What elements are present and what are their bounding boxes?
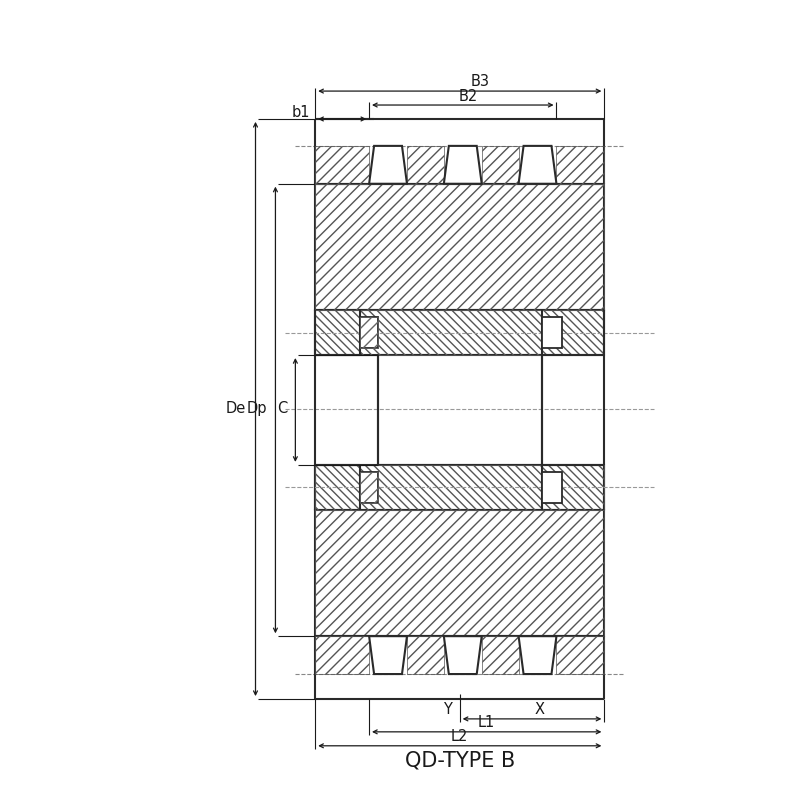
- Bar: [315, 119, 604, 184]
- Text: Dp: Dp: [247, 402, 267, 417]
- Text: L2: L2: [451, 730, 469, 744]
- Bar: [378, 355, 542, 465]
- Text: C: C: [277, 402, 287, 417]
- Bar: [482, 636, 518, 674]
- Bar: [407, 636, 444, 674]
- Bar: [482, 636, 518, 674]
- Bar: [315, 636, 369, 674]
- Bar: [315, 510, 604, 636]
- Bar: [482, 146, 518, 184]
- Bar: [360, 317, 378, 349]
- Text: L1: L1: [478, 715, 495, 730]
- Bar: [557, 146, 604, 184]
- Bar: [360, 317, 378, 349]
- Polygon shape: [369, 636, 407, 674]
- Text: Y: Y: [443, 702, 452, 718]
- Bar: [557, 636, 604, 674]
- Bar: [557, 146, 604, 184]
- Bar: [315, 636, 604, 699]
- Text: QD-TYPE B: QD-TYPE B: [405, 750, 515, 770]
- Polygon shape: [444, 146, 482, 184]
- Text: B3: B3: [470, 74, 490, 89]
- Polygon shape: [518, 146, 557, 184]
- Bar: [315, 510, 604, 636]
- Bar: [542, 317, 562, 349]
- Polygon shape: [518, 636, 557, 674]
- Bar: [407, 146, 444, 184]
- Bar: [315, 146, 369, 184]
- Bar: [360, 471, 378, 503]
- Bar: [315, 146, 369, 184]
- Bar: [315, 465, 604, 510]
- Bar: [315, 184, 604, 310]
- Text: De: De: [226, 402, 246, 417]
- Bar: [315, 184, 604, 310]
- Bar: [315, 310, 604, 355]
- Polygon shape: [369, 146, 407, 184]
- Bar: [407, 636, 444, 674]
- Polygon shape: [444, 636, 482, 674]
- Bar: [482, 146, 518, 184]
- Bar: [315, 636, 369, 674]
- Bar: [542, 471, 562, 503]
- Text: b1: b1: [292, 105, 310, 119]
- Text: X: X: [535, 702, 545, 718]
- Bar: [315, 310, 604, 355]
- Bar: [407, 146, 444, 184]
- Text: B2: B2: [458, 89, 478, 103]
- Bar: [315, 465, 604, 510]
- Bar: [557, 636, 604, 674]
- Bar: [360, 471, 378, 503]
